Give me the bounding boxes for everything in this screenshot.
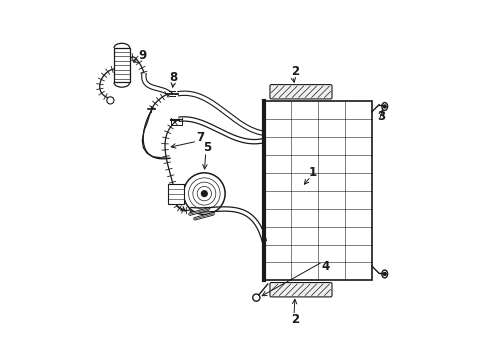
Text: 3: 3	[377, 110, 385, 123]
Text: 4: 4	[321, 260, 328, 273]
FancyBboxPatch shape	[269, 283, 331, 297]
Text: 8: 8	[169, 71, 177, 84]
Circle shape	[383, 273, 386, 275]
Text: 2: 2	[290, 65, 298, 78]
Text: 9: 9	[138, 49, 146, 62]
Circle shape	[383, 105, 386, 108]
Text: 7: 7	[196, 131, 204, 144]
Bar	[264, 101, 371, 280]
Text: 1: 1	[308, 166, 316, 179]
FancyBboxPatch shape	[269, 85, 331, 99]
Text: 5: 5	[203, 141, 210, 154]
Text: 6: 6	[166, 194, 175, 207]
Bar	[114, 48, 129, 82]
Bar	[168, 184, 183, 204]
Circle shape	[201, 191, 207, 197]
Text: 2: 2	[291, 313, 299, 327]
